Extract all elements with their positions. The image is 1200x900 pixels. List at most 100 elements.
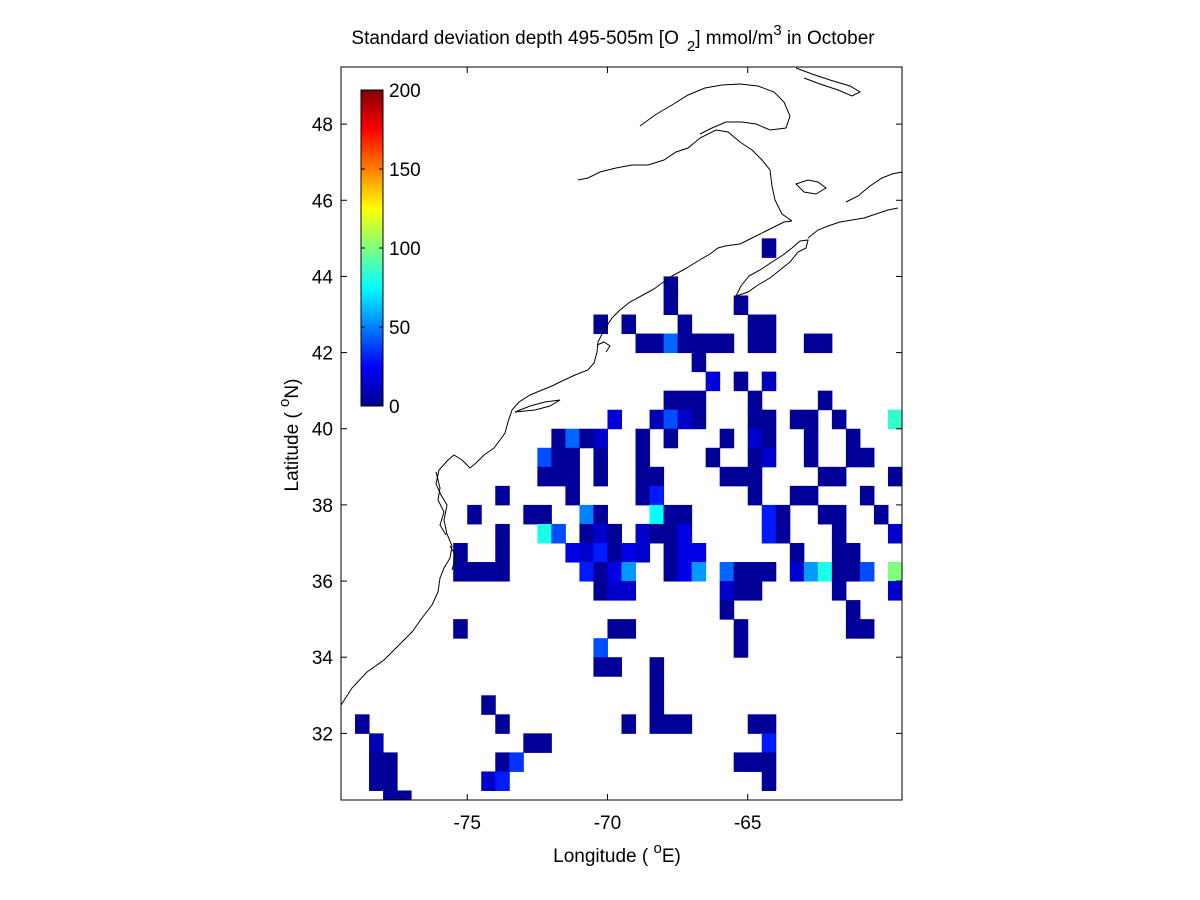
- heatmap-cell: [523, 504, 538, 525]
- heatmap-cell: [761, 409, 777, 430]
- heatmap-cell: [649, 676, 665, 696]
- heatmap-cell: [635, 523, 651, 544]
- heatmap-cell: [551, 447, 566, 468]
- heatmap-cell: [467, 504, 482, 525]
- heatmap-cell: [761, 714, 777, 734]
- heatmap-cell: [677, 314, 693, 335]
- heatmap-cell: [635, 333, 651, 354]
- heatmap-cell: [635, 447, 651, 468]
- heatmap-cell: [537, 523, 552, 544]
- heatmap-cell: [691, 409, 707, 430]
- heatmap-cell: [467, 562, 482, 582]
- heatmap-cell: [649, 466, 665, 487]
- y-tick-label: 48: [312, 115, 333, 136]
- heatmap-cell: [579, 562, 594, 582]
- heatmap-cell: [593, 504, 608, 525]
- heatmap-cell: [635, 542, 651, 563]
- colorbar-tick-label: 200: [389, 81, 421, 102]
- heatmap-cell: [523, 733, 538, 753]
- heatmap-cell: [761, 428, 777, 449]
- heatmap-cell: [663, 390, 679, 411]
- heatmap-cell: [495, 523, 510, 544]
- heatmap-cell: [593, 428, 608, 449]
- colorbar-tick-label: 100: [389, 239, 421, 260]
- heatmap-cell: [649, 657, 665, 677]
- heatmap-cell: [607, 619, 622, 639]
- colorbar-ticks: 0 50 100 150 200: [361, 81, 421, 418]
- heatmap-cell: [481, 771, 496, 791]
- heatmap-cell: [481, 695, 496, 715]
- coastline-chesapeake: [435, 471, 447, 536]
- heatmap-cell: [677, 333, 693, 354]
- heatmap-cell: [691, 390, 707, 411]
- heatmap-cell: [593, 447, 608, 468]
- heatmap-cell: [677, 523, 693, 544]
- y-tick-label: 38: [312, 496, 333, 517]
- x-axis-label: Longitude ( oE): [553, 840, 681, 867]
- coastline-nova-scotia: [735, 239, 809, 297]
- heatmap-cell: [663, 542, 679, 563]
- heatmap-cell: [663, 276, 679, 296]
- heatmap-cell: [677, 390, 693, 411]
- heatmap-cell: [663, 562, 679, 582]
- heatmap-cell: [481, 562, 496, 582]
- heatmap-cell: [565, 485, 580, 506]
- axes-box: [340, 66, 903, 801]
- heatmap-cell: [691, 542, 707, 563]
- heatmap-cell: [495, 485, 510, 506]
- heatmap-cell: [803, 409, 819, 430]
- heatmap-cell: [579, 542, 594, 563]
- heatmap-cell: [733, 619, 749, 639]
- heatmap-cell: [775, 523, 791, 544]
- heatmap-cell: [649, 333, 665, 354]
- coastline-long-island: [514, 399, 561, 413]
- colorbar-tick-label: 0: [389, 397, 400, 418]
- heatmap-cell: [761, 752, 777, 772]
- heatmap-cell: [453, 619, 468, 639]
- heatmap-cell: [677, 542, 693, 563]
- x-axis-ticks: -75 -70 -65: [453, 67, 761, 834]
- heatmap-cell: [649, 504, 665, 525]
- coastline-outer-banks: [449, 545, 457, 571]
- heatmap-cell: [537, 466, 552, 487]
- heatmap-cell: [537, 733, 552, 753]
- heatmap-cell: [635, 485, 651, 506]
- heatmap-cell: [369, 752, 384, 772]
- y-tick-label: 40: [312, 420, 333, 441]
- x-tick-label: -75: [453, 813, 480, 834]
- heatmap-cell: [803, 428, 819, 449]
- heatmap-cell: [453, 542, 468, 563]
- heatmap-cell: [845, 447, 861, 468]
- heatmap-cell: [775, 504, 791, 525]
- heatmap-cell: [789, 562, 805, 582]
- heatmap-cell: [761, 562, 777, 582]
- y-tick-label: 32: [312, 724, 333, 745]
- heatmap-cell: [607, 562, 622, 582]
- colorbar-tick-label: 50: [389, 318, 410, 339]
- heatmap-cell: [565, 542, 580, 563]
- heatmap-cell: [733, 371, 749, 392]
- heatmap-cell: [747, 333, 763, 354]
- heatmap-cell: [817, 390, 833, 411]
- heatmap-cell: [607, 581, 622, 601]
- heatmap-cell: [817, 504, 833, 525]
- y-tick-label: 46: [312, 191, 333, 212]
- coastline-newfoundland: [845, 171, 903, 203]
- heatmap-cell: [621, 714, 637, 734]
- heatmap-cell: [691, 333, 707, 354]
- heatmap-cell: [761, 314, 777, 335]
- heatmap-cell: [593, 657, 608, 677]
- heatmap-cell: [677, 504, 693, 525]
- heatmap-cell: [663, 714, 679, 734]
- heatmap-cell: [803, 562, 819, 582]
- heatmap-cell: [551, 523, 566, 544]
- heatmap-cell: [747, 581, 763, 601]
- heatmap-cell: [691, 562, 707, 582]
- coastline-labrador: [639, 83, 791, 135]
- heatmap-cell: [831, 581, 847, 601]
- heatmap-cell: [747, 562, 763, 582]
- heatmap-cell: [831, 409, 847, 430]
- heatmap-cell: [593, 581, 608, 601]
- heatmap-cell: [677, 562, 693, 582]
